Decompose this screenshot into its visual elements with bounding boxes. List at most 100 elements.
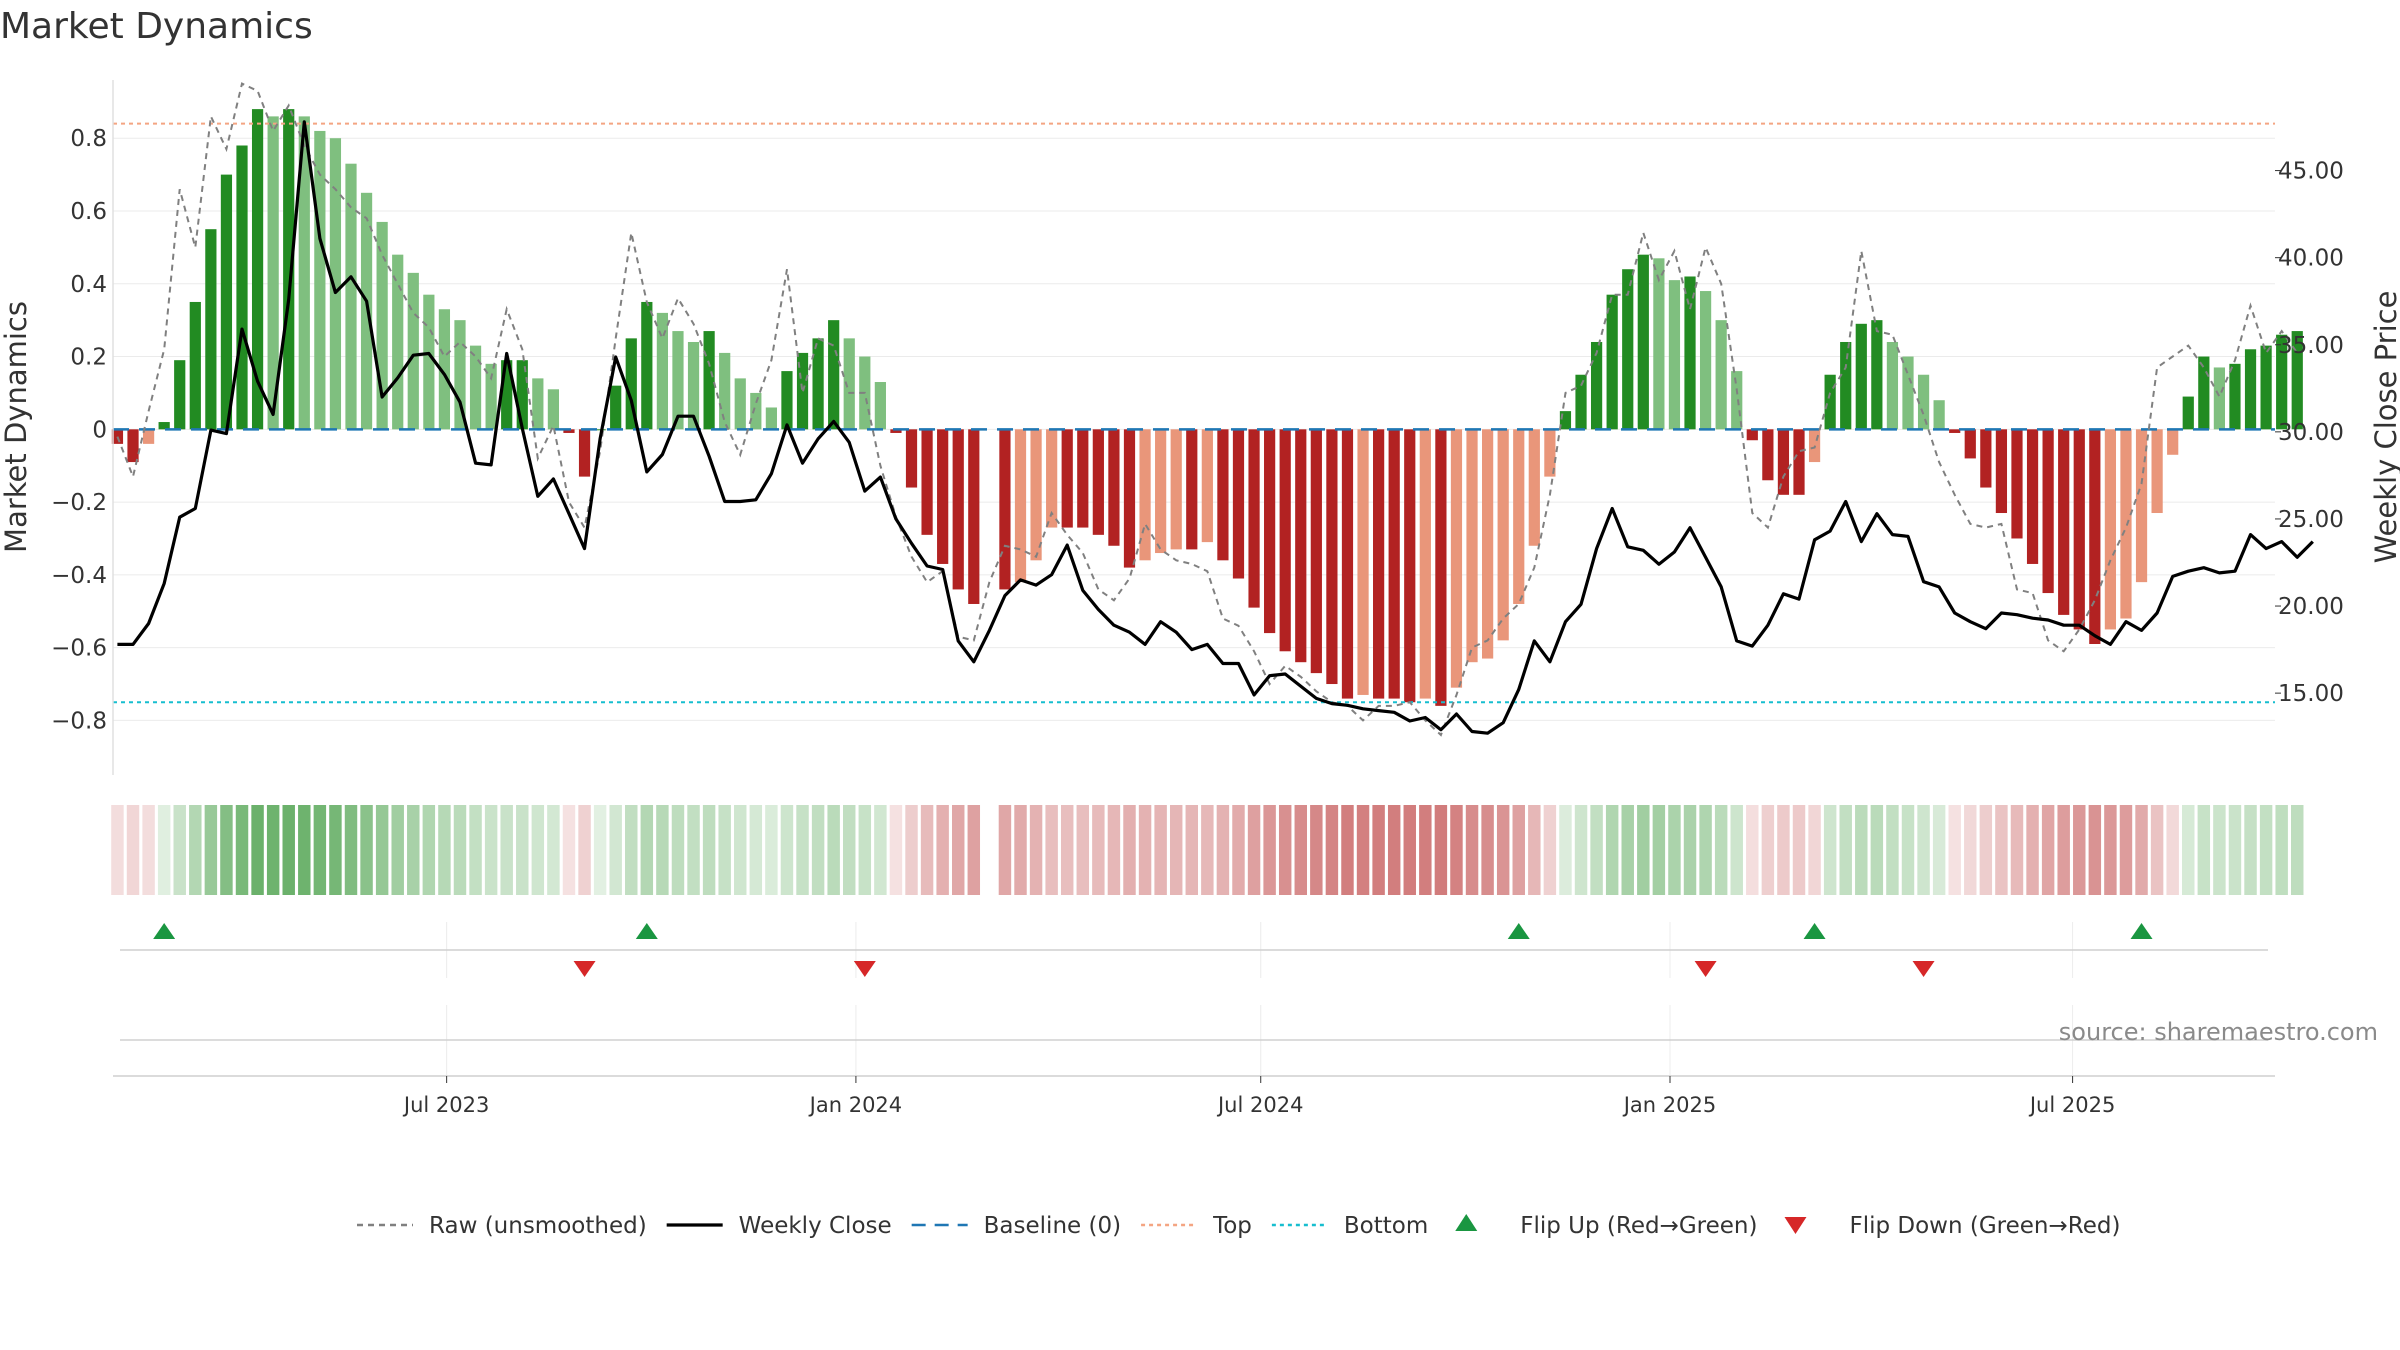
- histogram-bar: [1606, 294, 1618, 430]
- histogram-bar: [1419, 429, 1431, 699]
- legend-item: Bottom: [1271, 1213, 1428, 1239]
- heat-cell: [1278, 805, 1292, 895]
- y-tick-label: 0.4: [70, 272, 107, 298]
- histogram-bar: [1497, 429, 1509, 641]
- histogram-bar: [999, 429, 1011, 590]
- histogram-bar: [1871, 320, 1883, 430]
- legend-item: Flip Down (Green→Red): [1784, 1213, 2120, 1239]
- heat-cell: [251, 805, 264, 895]
- heat-cell: [578, 805, 591, 895]
- histogram-bar: [236, 145, 248, 430]
- heat-cell: [1247, 805, 1261, 895]
- heat-cell: [1746, 805, 1759, 895]
- histogram-bar: [1310, 429, 1322, 674]
- x-tick-label: Jan 2025: [1622, 1093, 1717, 1117]
- heat-cell: [1216, 805, 1230, 895]
- heat-cell: [1481, 805, 1494, 895]
- heat-cell: [1310, 805, 1323, 895]
- flip-down-marker: [573, 961, 596, 977]
- histogram-bar: [1295, 429, 1307, 663]
- heat-cell: [1621, 805, 1634, 895]
- histogram-bar: [594, 429, 606, 431]
- heat-cell: [1294, 805, 1307, 895]
- x-tick-label: Jan 2024: [808, 1093, 903, 1117]
- heat-cell: [1154, 805, 1167, 895]
- histogram-bar: [625, 338, 637, 430]
- flip-down-marker: [1694, 961, 1717, 977]
- heat-cell: [391, 805, 404, 895]
- histogram-bar: [641, 301, 653, 430]
- histogram-bar: [1684, 276, 1696, 430]
- histogram-bar: [578, 429, 591, 477]
- heat-cell: [1232, 805, 1245, 895]
- histogram-bar: [843, 338, 855, 430]
- histogram-bar: [672, 331, 684, 430]
- raw-unsmoothed-line: [116, 82, 2299, 737]
- histogram-bar: [2151, 429, 2163, 514]
- heat-cell: [1855, 805, 1868, 895]
- heat-cell: [173, 805, 186, 895]
- histogram-bar: [1481, 429, 1494, 659]
- heat-cell: [843, 805, 856, 895]
- heat-cell: [1823, 805, 1837, 895]
- date-axis: Jul 2023 Jan 2024 Jul 2024 Jan 2025 Jul 2025: [402, 1076, 2115, 1117]
- histogram-bar: [1061, 429, 1073, 528]
- heat-cell: [1045, 805, 1058, 895]
- heat-cell: [235, 805, 249, 895]
- histogram-bar: [1855, 323, 1867, 430]
- heat-cell: [1076, 805, 1090, 895]
- histogram-bar: [2276, 334, 2288, 430]
- heat-cell: [453, 805, 467, 895]
- heat-cell: [1263, 805, 1276, 895]
- histogram-bar: [952, 429, 964, 590]
- histogram-bar: [127, 429, 139, 463]
- histogram-bar: [423, 294, 435, 430]
- heat-cell: [1528, 805, 1541, 895]
- heat-cell: [687, 805, 700, 895]
- legend-label: Flip Up (Red→Green): [1520, 1213, 1757, 1239]
- histogram-bar: [1528, 429, 1540, 546]
- histogram-bar: [469, 345, 482, 430]
- histogram-bar: [1590, 341, 1603, 430]
- histogram-bar: [2120, 429, 2132, 619]
- histogram-bar: [1995, 429, 2008, 514]
- histogram-bar: [392, 254, 404, 430]
- heat-cell: [609, 805, 622, 895]
- heat-cell: [718, 805, 731, 895]
- y2-axis-label: Weekly Close Price: [2369, 291, 2400, 564]
- heat-cell: [2088, 805, 2102, 895]
- histogram-bar: [1357, 429, 1369, 695]
- heat-cell: [1777, 805, 1790, 895]
- histogram-bar: [1466, 429, 1478, 663]
- heat-cell: [500, 805, 513, 895]
- heat-cell: [734, 805, 747, 895]
- heat-cell: [1356, 805, 1370, 895]
- heat-cell: [671, 805, 685, 895]
- histogram-bar: [2058, 429, 2070, 615]
- histogram-bar: [2042, 429, 2054, 594]
- y2-tick-label: 30.00: [2278, 420, 2344, 446]
- chart-title: Market Dynamics: [0, 6, 313, 47]
- heat-cell: [765, 805, 778, 895]
- histogram-bar: [205, 229, 217, 430]
- heat-cell: [282, 805, 295, 895]
- empty-bottom-panel: [113, 1005, 2275, 1077]
- histogram-bar: [921, 429, 933, 535]
- flip-up-marker: [2130, 923, 2153, 939]
- heat-cell: [204, 805, 218, 895]
- histogram-bar: [1980, 429, 1992, 488]
- y-tick-label: 0: [92, 417, 107, 443]
- heat-cell: [126, 805, 140, 895]
- histogram-bar: [1824, 374, 1836, 430]
- histogram-bar: [1279, 429, 1291, 652]
- x-tick-label: Jul 2024: [1216, 1093, 1303, 1117]
- histogram-bars: [111, 109, 2303, 706]
- heat-cell: [998, 805, 1012, 895]
- histogram-bar: [251, 109, 264, 430]
- histogram-bar: [1731, 371, 1743, 430]
- heat-cell: [189, 805, 202, 895]
- heat-cell: [920, 805, 934, 895]
- heat-cell: [1450, 805, 1463, 895]
- flip-up-marker: [153, 923, 176, 939]
- histogram-bar: [220, 174, 233, 430]
